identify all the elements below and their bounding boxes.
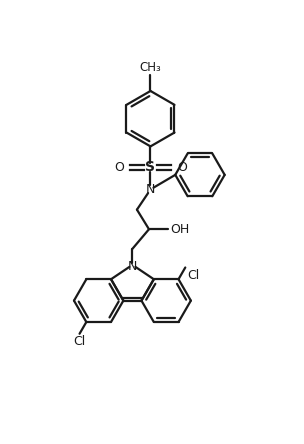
Text: O: O (177, 161, 187, 174)
Text: CH₃: CH₃ (140, 61, 161, 74)
Text: S: S (146, 160, 155, 174)
Text: O: O (114, 161, 124, 174)
Text: OH: OH (170, 223, 189, 236)
Text: Cl: Cl (187, 269, 199, 282)
Text: N: N (146, 182, 155, 196)
Text: N: N (128, 260, 137, 274)
Text: Cl: Cl (74, 335, 86, 348)
